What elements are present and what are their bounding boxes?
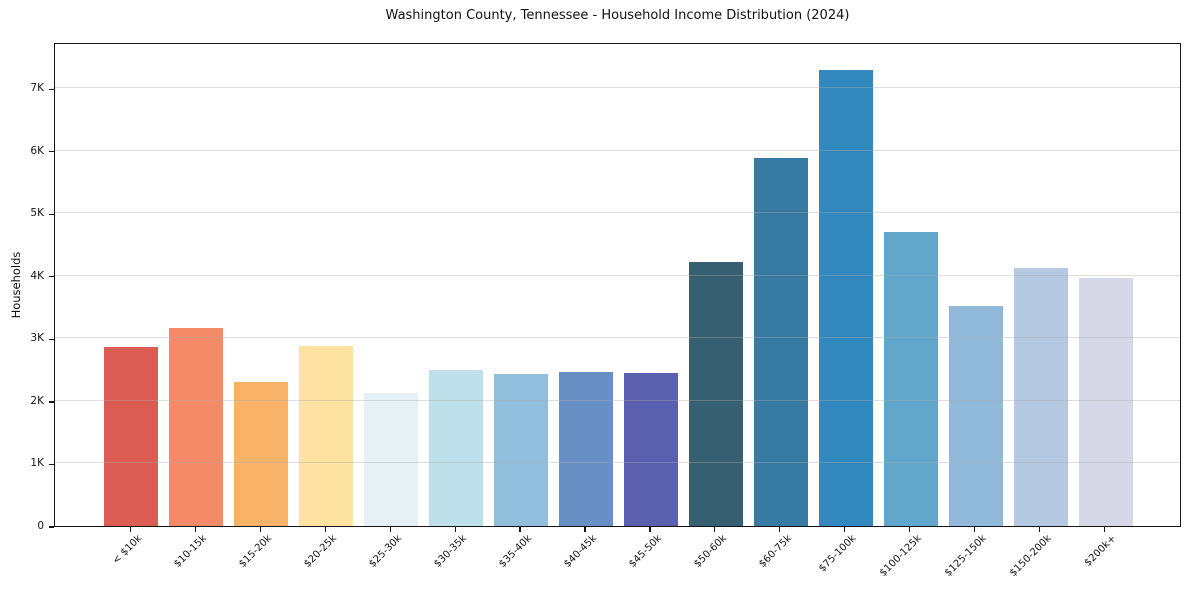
x-tick-label: $50-60k bbox=[691, 533, 729, 570]
x-tick-label: $100-125k bbox=[877, 533, 924, 579]
x-tick-label: $60-75k bbox=[756, 533, 794, 570]
bar-10-15k bbox=[169, 328, 224, 526]
y-tick-label: 3K bbox=[30, 332, 44, 345]
x-tick-mark bbox=[584, 527, 586, 532]
bar-75-100k bbox=[818, 69, 873, 526]
x-tick-mark bbox=[909, 527, 911, 532]
x-tick-mark bbox=[714, 527, 716, 532]
y-tick-label: 7K bbox=[30, 82, 44, 95]
x-tick-label: $15-20k bbox=[237, 533, 275, 570]
x-tick-mark bbox=[324, 527, 326, 532]
x-tick-mark bbox=[454, 527, 456, 532]
bar-25-30k bbox=[364, 393, 419, 526]
plot-area bbox=[54, 43, 1181, 527]
bar-40-45k bbox=[559, 372, 614, 526]
x-tick-mark bbox=[389, 527, 391, 532]
gridline-6k bbox=[55, 149, 1180, 151]
y-tick-label: 0 bbox=[37, 520, 44, 532]
bar-125-150k bbox=[948, 305, 1003, 526]
x-tick-label: $10-15k bbox=[172, 533, 210, 570]
bar-45-50k bbox=[623, 373, 678, 526]
gridline-1k bbox=[55, 462, 1180, 464]
y-tick-mark bbox=[49, 88, 54, 90]
x-tick-mark bbox=[259, 527, 261, 532]
x-tick-label: $35-40k bbox=[496, 533, 534, 570]
x-tick-label: $30-35k bbox=[432, 533, 469, 570]
y-tick-label: 4K bbox=[30, 269, 44, 282]
bar-60-75k bbox=[753, 158, 808, 526]
y-tick-mark bbox=[49, 151, 54, 153]
x-tick-mark bbox=[844, 527, 846, 532]
bar-100-125k bbox=[883, 232, 938, 526]
gridline-7k bbox=[55, 87, 1180, 89]
x-tick-label: $75-100k bbox=[817, 533, 859, 575]
bar-30-35k bbox=[429, 370, 484, 526]
x-tick-label: < $10k bbox=[110, 533, 145, 567]
gridline-2k bbox=[55, 399, 1180, 401]
bar-20-25k bbox=[299, 345, 354, 526]
x-tick-mark bbox=[1103, 527, 1106, 532]
y-tick-label: 5K bbox=[30, 207, 44, 220]
bar-50-60k bbox=[688, 262, 743, 526]
x-tick-mark bbox=[974, 527, 976, 532]
x-tick-mark bbox=[129, 527, 132, 532]
y-tick-mark bbox=[49, 276, 54, 278]
bar-200k bbox=[1078, 278, 1133, 526]
bar-35-40k bbox=[494, 374, 549, 526]
y-axis-title: Households bbox=[9, 251, 23, 319]
y-tick-mark bbox=[49, 213, 54, 215]
x-tick-label: $40-45k bbox=[561, 533, 599, 570]
x-tick-label: $20-25k bbox=[302, 533, 340, 570]
bar-15-20k bbox=[234, 382, 289, 526]
x-tick-label: $125-150k bbox=[942, 533, 989, 579]
y-tick-mark bbox=[49, 526, 54, 528]
x-tick-mark bbox=[1038, 527, 1041, 532]
bar-10k bbox=[104, 346, 159, 526]
y-tick-mark bbox=[49, 463, 54, 466]
x-tick-label: $25-30k bbox=[367, 533, 404, 570]
gridline-5k bbox=[55, 212, 1180, 214]
y-tick-label: 1K bbox=[30, 457, 44, 470]
x-tick-mark bbox=[519, 527, 521, 532]
x-tick-mark bbox=[649, 527, 651, 532]
y-tick-label: 6K bbox=[30, 144, 44, 157]
x-tick-label: $45-50k bbox=[626, 533, 664, 570]
x-tick-mark bbox=[194, 527, 196, 532]
gridline-3k bbox=[55, 337, 1180, 339]
bar-150-200k bbox=[1013, 268, 1068, 526]
y-tick-mark bbox=[49, 401, 54, 403]
gridline-4k bbox=[55, 274, 1180, 276]
x-tick-label: $200k+ bbox=[1082, 533, 1119, 569]
x-tick-mark bbox=[779, 527, 781, 532]
x-tick-label: $150-200k bbox=[1007, 533, 1054, 579]
y-tick-label: 2K bbox=[30, 394, 44, 407]
y-tick-mark bbox=[49, 338, 54, 340]
chart-title: Washington County, Tennessee - Household… bbox=[385, 8, 850, 23]
